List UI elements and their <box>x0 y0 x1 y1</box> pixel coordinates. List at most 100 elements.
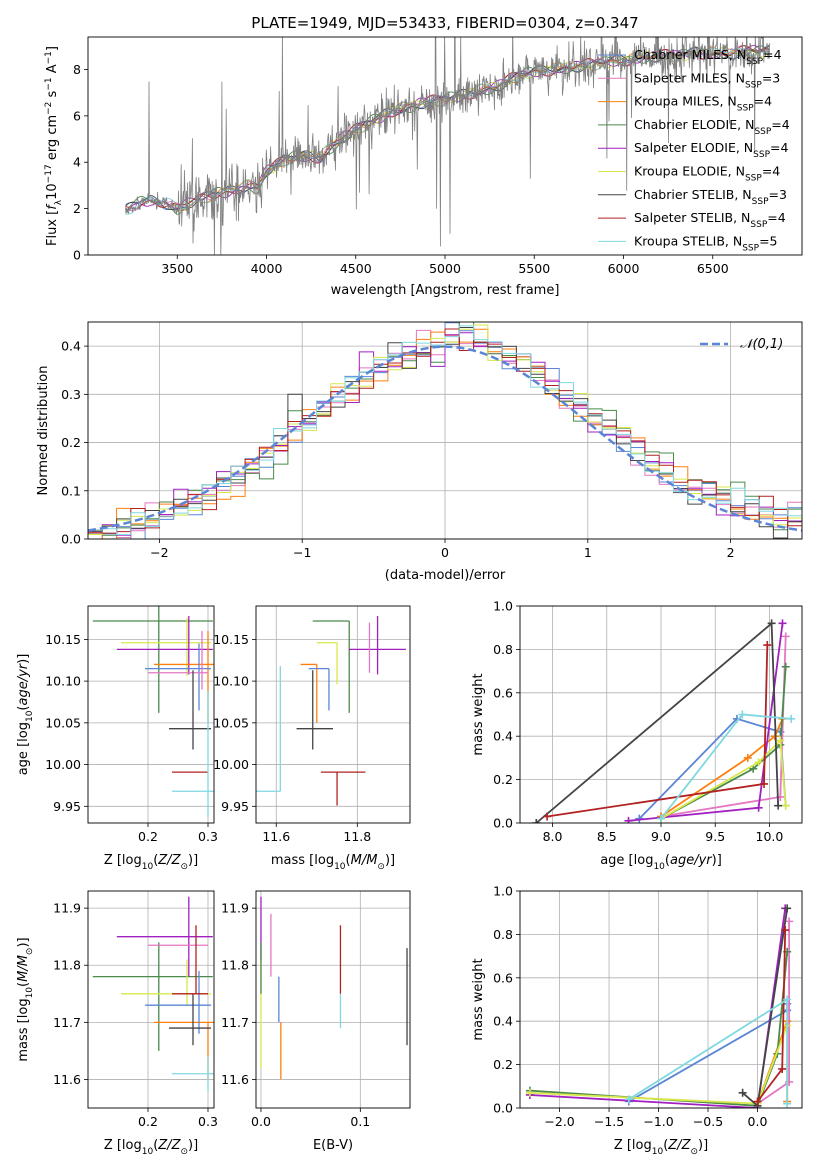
mass-weight-marker <box>781 801 790 810</box>
x-tick-label: −1.5 <box>594 1114 624 1129</box>
y-tick-label: 11.6 <box>221 1072 249 1087</box>
y-tick-label: 0.4 <box>61 339 81 354</box>
x-tick-label: 8.0 <box>543 829 563 844</box>
massweight-vs-Z-xlabel: Z [log10(Z/Z⊙)] <box>614 1138 708 1157</box>
y-tick-label: 11.8 <box>221 958 249 973</box>
y-tick-label: 11.8 <box>53 958 81 973</box>
mass-weight-line <box>546 645 769 818</box>
histogram-step <box>88 328 802 534</box>
massweight-vs-Z-chart: −2.0 −1.5 −1.0 −0.5 0.0 0.0 0.2 0.4 0.6 0.8 1.0 Z [… <box>471 884 803 1157</box>
y-tick-label: 9.95 <box>221 799 249 814</box>
mass-weight-marker <box>767 619 776 628</box>
y-tick-label: 11.9 <box>53 901 81 916</box>
x-tick-label: 0.2 <box>138 1114 158 1129</box>
y-tick-label: 11.6 <box>53 1072 81 1087</box>
y-tick-label: 0.0 <box>61 532 81 547</box>
x-tick-label: 1 <box>584 545 592 560</box>
y-tick-label: 11.9 <box>221 901 249 916</box>
spectrum-title: PLATE=1949, MJD=53433, FIBERID=0304, z=0… <box>251 14 638 32</box>
mass-weight-marker <box>783 1099 792 1108</box>
massweight-vs-age-ylabel: mass weight <box>471 673 486 755</box>
mass-weight-marker <box>753 1097 762 1106</box>
x-tick-label: 9.0 <box>651 829 671 844</box>
x-tick-label: 8.5 <box>597 829 617 844</box>
mass-weight-line <box>535 621 779 823</box>
massweight-vs-age-chart: 8.0 8.5 9.0 9.5 10.0 0.0 0.2 0.4 0.6 0.8 1.0 age [l… <box>471 599 803 872</box>
mass-weight-marker <box>781 662 790 671</box>
mass-weight-marker <box>738 710 747 719</box>
x-tick-label: 4500 <box>340 261 372 276</box>
mass-weight-line <box>660 666 787 820</box>
spectrum-xlabel: wavelength [Angstrom, rest frame] <box>331 283 560 298</box>
axes-frame <box>87 605 215 824</box>
x-tick-label: 0.1 <box>350 1114 370 1129</box>
y-tick-label: 0.6 <box>493 685 513 700</box>
x-tick-label: −0.5 <box>693 1114 723 1129</box>
y-tick-label: 0.0 <box>493 1101 513 1116</box>
legend-label: Chabrier ELODIE, NSSP=4 <box>634 117 790 137</box>
y-tick-label: 10.05 <box>213 715 249 730</box>
spectrum-legend: Chabrier MILES, NSSP=4 Salpeter MILES, NS… <box>598 47 790 253</box>
age-vs-Z-xlabel: Z [log10(Z/Z⊙)] <box>104 853 198 872</box>
y-tick-label: 0.2 <box>61 435 81 450</box>
legend-label: Kroupa MILES, NSSP=4 <box>634 94 772 114</box>
axes-frame <box>519 605 803 824</box>
mass-weight-line <box>660 718 784 818</box>
x-tick-label: 0.2 <box>138 829 158 844</box>
y-tick-label: 9.95 <box>53 799 81 814</box>
spectrum-chart: 3500 4000 4500 5000 5500 6000 6500 0 2 4 6 8 PLATE=1… <box>44 14 803 298</box>
x-tick-label: −2.0 <box>544 1114 574 1129</box>
y-tick-label: 2 <box>73 201 81 216</box>
x-tick-label: 5000 <box>429 261 461 276</box>
y-tick-label: 10.10 <box>45 674 81 689</box>
normal-reference-curve <box>88 345 802 532</box>
mass-weight-marker <box>657 814 665 823</box>
age-vs-Z-ylabel: age [log10(age/yr)] <box>16 654 35 776</box>
y-tick-label: 0.8 <box>493 642 513 657</box>
x-tick-label: 4000 <box>251 261 283 276</box>
legend-label: Chabrier MILES, NSSP=4 <box>634 47 782 67</box>
residuals-chart: −2 −1 0 1 2 0.0 0.1 0.2 0.3 0.4 (data-model)/error… <box>36 321 803 583</box>
mass-weight-marker <box>785 917 794 926</box>
y-tick-label: 0.1 <box>61 483 81 498</box>
y-tick-label: 0.3 <box>61 387 81 402</box>
mass-vs-Z-ylabel: mass [log10(M/M⊙)] <box>16 937 35 1061</box>
axes-frame <box>255 605 411 824</box>
x-tick-label: 6500 <box>697 261 729 276</box>
mass-weight-marker <box>781 926 790 935</box>
mass-weight-marker <box>774 801 783 810</box>
mass-weight-marker <box>787 714 796 723</box>
mass-weight-marker <box>525 1088 534 1097</box>
legend-label: 𝒩(0,1) <box>740 337 783 352</box>
massweight-vs-Z-ylabel: mass weight <box>471 958 486 1040</box>
mass-weight-marker <box>783 995 792 1004</box>
x-tick-label: 0.0 <box>251 1114 271 1129</box>
mass-weight-marker <box>743 753 752 762</box>
mass-weight-marker <box>624 816 633 823</box>
mass-weight-marker <box>778 1064 787 1073</box>
mass-weight-marker <box>763 641 772 650</box>
axes-frame <box>87 890 215 1109</box>
x-tick-label: 0 <box>441 545 449 560</box>
mass-weight-marker <box>543 812 552 821</box>
x-tick-label: 9.5 <box>705 829 725 844</box>
y-tick-label: 0.8 <box>493 927 513 942</box>
legend-label: Salpeter STELIB, NSSP=4 <box>634 210 786 230</box>
massweight-vs-age-xlabel: age [log10(age/yr)] <box>600 853 722 872</box>
y-tick-label: 10.05 <box>45 715 81 730</box>
age-vs-mass-xlabel: mass [log10(M/M⊙)] <box>271 853 395 872</box>
x-tick-label: −2 <box>150 545 168 560</box>
mass-weight-marker <box>624 1095 633 1104</box>
age-vs-Z-chart: 0.2 0.3 9.95 10.00 10.05 10.10 10.15 Z [log10(Z… <box>16 605 218 872</box>
mass-vs-EBV-chart: 0.0 0.1 11.6 11.7 11.8 11.9 E(B-V) <box>221 890 411 1153</box>
mass-weight-marker <box>754 803 763 812</box>
x-tick-label: 0.3 <box>198 829 218 844</box>
axes-frame <box>519 890 803 1109</box>
x-tick-label: 2 <box>727 545 735 560</box>
mass-vs-EBV-xlabel: E(B-V) <box>313 1138 353 1153</box>
legend-label: Kroupa ELODIE, NSSP=4 <box>634 164 780 184</box>
axes-frame <box>87 36 803 256</box>
legend-label: Salpeter MILES, NSSP=3 <box>634 70 780 90</box>
legend-label: Chabrier STELIB, NSSP=3 <box>634 187 787 207</box>
